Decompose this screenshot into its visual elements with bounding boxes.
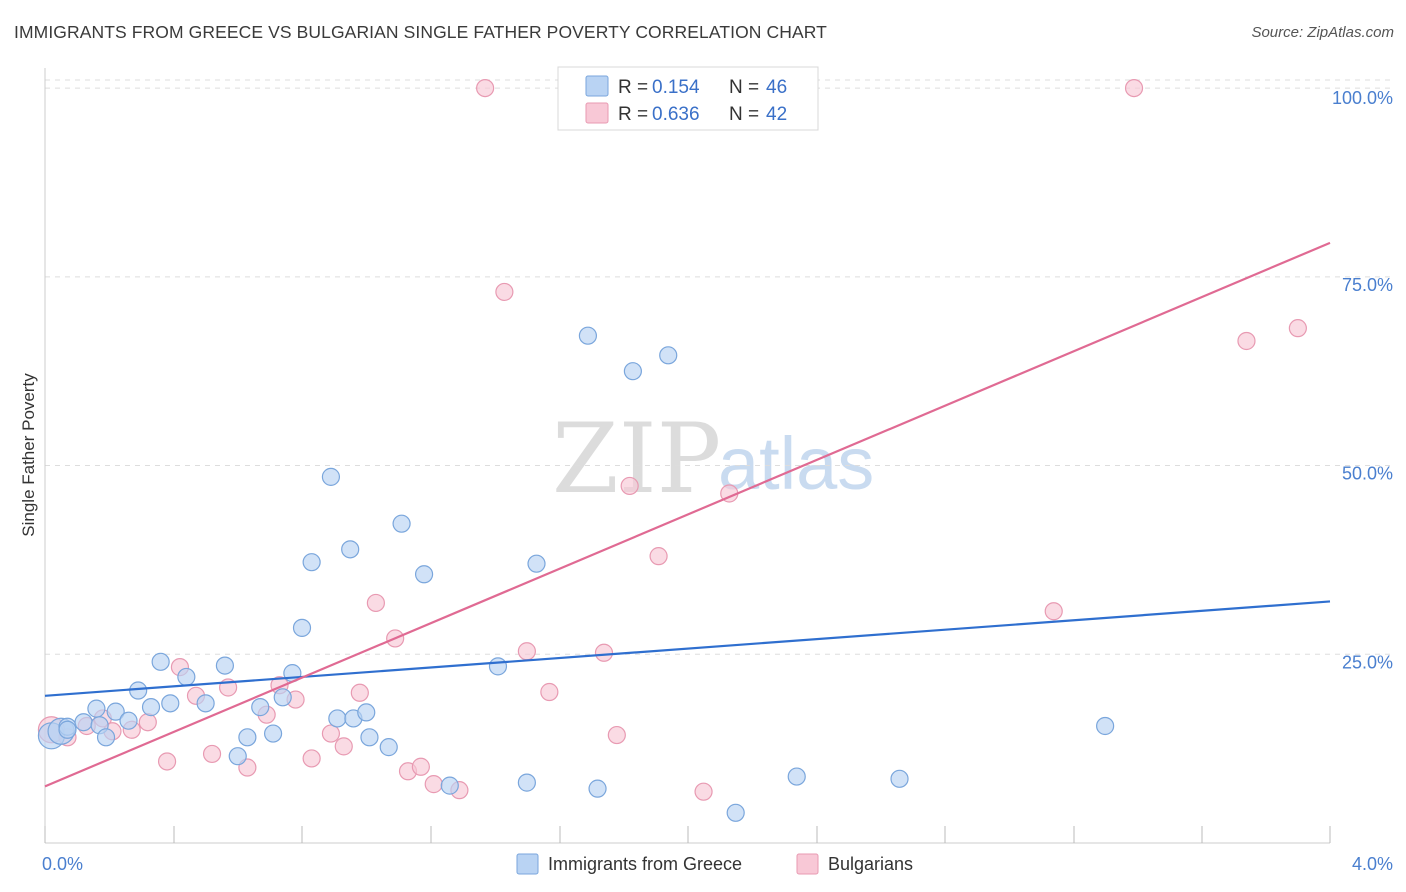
greece-point-17 bbox=[238, 728, 257, 747]
greece-point-14 bbox=[196, 694, 215, 713]
bulgarians-point-31 bbox=[607, 725, 626, 745]
y-tick-label-75: 75.0% bbox=[1342, 275, 1393, 295]
bulgarians-point-38 bbox=[1044, 602, 1063, 621]
bottom-legend-bulgarians: Bulgarians bbox=[828, 854, 913, 874]
greece-point-29 bbox=[360, 728, 379, 747]
greece-point-44 bbox=[1096, 716, 1115, 736]
legend-r-label-1: R = bbox=[618, 77, 648, 98]
chart-title: IMMIGRANTS FROM GREECE VS BULGARIAN SING… bbox=[14, 22, 827, 42]
source-credit: Source: ZipAtlas.com bbox=[1251, 24, 1394, 41]
axes bbox=[44, 68, 1331, 844]
greece-point-9 bbox=[129, 681, 148, 700]
y-tick-label-25: 25.0% bbox=[1342, 652, 1393, 672]
y-axis-label: Single Father Poverty bbox=[19, 373, 38, 537]
greece-point-16 bbox=[228, 747, 247, 766]
bulgarians-point-24 bbox=[424, 775, 443, 794]
greece-point-40 bbox=[659, 346, 678, 365]
greece-point-33 bbox=[440, 776, 459, 795]
legend-n-label-2: N = bbox=[729, 104, 759, 125]
bulgarians-point-41 bbox=[1288, 319, 1307, 338]
legend-n-value-1: 46 bbox=[766, 77, 787, 98]
greece-point-5 bbox=[87, 699, 106, 718]
bulgarians-point-40 bbox=[1237, 331, 1256, 351]
bulgarians-point-28 bbox=[517, 642, 536, 661]
greece-point-45 bbox=[58, 720, 77, 739]
legend-swatch-pink bbox=[585, 102, 609, 124]
greece-point-22 bbox=[292, 618, 312, 637]
greece-point-8 bbox=[119, 711, 138, 730]
bulgarians-point-23 bbox=[411, 757, 430, 776]
bulgarians-point-18 bbox=[334, 737, 353, 756]
bulgarians-point-29 bbox=[540, 682, 559, 702]
legend-r-value-2: 0.636 bbox=[652, 104, 700, 125]
greece-point-41 bbox=[726, 803, 745, 822]
x-tick-labels: 0.0% 4.0% bbox=[42, 854, 1393, 874]
bulgarians-point-20 bbox=[366, 593, 385, 613]
bulgarians-point-34 bbox=[694, 782, 713, 801]
greece-point-34 bbox=[488, 657, 508, 676]
greece-trendline bbox=[44, 600, 1331, 697]
greece-point-15 bbox=[215, 656, 234, 675]
legend-r-label-2: R = bbox=[618, 104, 648, 125]
greece-point-35 bbox=[517, 773, 536, 792]
legend-swatch-blue bbox=[585, 75, 609, 97]
bulgarians-point-10 bbox=[202, 744, 222, 764]
top-legend: R = 0.154 N = 46 R = 0.636 N = 42 bbox=[557, 66, 819, 131]
greece-point-20 bbox=[273, 688, 292, 707]
bulgarians-point-19 bbox=[350, 683, 369, 702]
watermark-zip: ZIP bbox=[552, 403, 721, 515]
y-tick-label-100: 100.0% bbox=[1332, 88, 1393, 108]
greece-point-27 bbox=[341, 540, 360, 559]
greece-point-3 bbox=[74, 713, 93, 732]
x-tick-label-max: 4.0% bbox=[1352, 854, 1393, 874]
bulgarians-point-17 bbox=[321, 724, 341, 743]
greece-point-24 bbox=[328, 709, 347, 728]
bulgarians-point-16 bbox=[302, 749, 321, 768]
greece-point-19 bbox=[263, 724, 283, 743]
greece-point-37 bbox=[578, 326, 598, 345]
greece-point-38 bbox=[588, 779, 607, 798]
y-tick-labels: 25.0% 50.0% 75.0% 100.0% bbox=[1332, 88, 1393, 672]
trendlines bbox=[44, 241, 1331, 788]
legend-r-value-1: 0.154 bbox=[652, 77, 700, 98]
greece-points bbox=[37, 326, 1115, 822]
greece-point-6 bbox=[96, 728, 116, 747]
greece-point-7 bbox=[106, 702, 125, 721]
greece-point-36 bbox=[527, 554, 546, 573]
gridlines bbox=[45, 79, 1392, 655]
legend-n-value-2: 42 bbox=[766, 104, 787, 125]
greece-point-30 bbox=[379, 738, 398, 757]
bulgarians-point-30 bbox=[594, 643, 614, 662]
bulgarians-point-7 bbox=[157, 752, 177, 771]
legend-n-label-1: N = bbox=[729, 77, 759, 98]
greece-point-31 bbox=[392, 514, 411, 533]
y-tick-label-50: 50.0% bbox=[1342, 464, 1393, 484]
greece-point-12 bbox=[151, 652, 170, 671]
greece-point-43 bbox=[890, 769, 909, 788]
greece-point-18 bbox=[251, 698, 270, 717]
greece-point-23 bbox=[302, 553, 321, 572]
bulgarians-point-27 bbox=[495, 282, 514, 302]
greece-point-42 bbox=[787, 767, 806, 786]
bottom-legend-swatch-greece bbox=[516, 853, 539, 875]
bottom-legend-swatch-bulgarians bbox=[796, 853, 819, 875]
greece-point-32 bbox=[414, 565, 434, 584]
bottom-legend: Immigrants from Greece Bulgarians bbox=[516, 853, 913, 875]
greece-point-13 bbox=[177, 667, 196, 687]
bulgarians-point-33 bbox=[649, 547, 668, 566]
bulgarians-point-26 bbox=[476, 78, 495, 98]
greece-point-28 bbox=[357, 703, 376, 722]
greece-point-39 bbox=[623, 362, 642, 381]
bulgarians-point-6 bbox=[138, 713, 157, 732]
bulgarians-point-32 bbox=[620, 476, 639, 496]
greece-point-10 bbox=[141, 698, 161, 717]
greece-point-26 bbox=[321, 467, 341, 486]
bottom-legend-greece: Immigrants from Greece bbox=[548, 854, 742, 874]
greece-point-11 bbox=[161, 694, 180, 713]
bulgarians-point-39 bbox=[1124, 78, 1144, 98]
x-tick-label-min: 0.0% bbox=[42, 854, 83, 874]
bulgarians-trendline bbox=[44, 241, 1331, 788]
